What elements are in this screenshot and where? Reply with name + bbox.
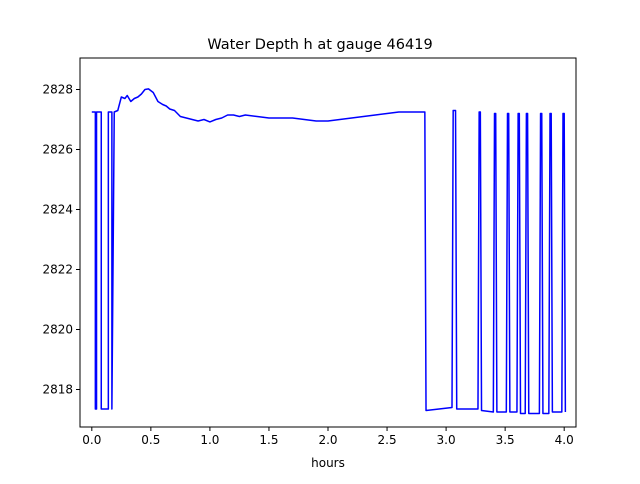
x-axis-label: hours	[311, 456, 345, 470]
y-tick-label: 2828	[42, 83, 73, 97]
x-tick-label: 1.0	[200, 433, 219, 447]
series-line-0	[91, 88, 567, 415]
y-tick-label: 2824	[42, 203, 73, 217]
y-tick-label: 2826	[42, 143, 73, 157]
y-tick-label: 2822	[42, 263, 73, 277]
x-tick-label: 0.5	[141, 433, 160, 447]
x-tick-label: 1.5	[259, 433, 278, 447]
chart-title: Water Depth h at gauge 46419	[207, 37, 432, 53]
x-tick-label: 2.5	[378, 433, 397, 447]
x-tick-label: 3.5	[496, 433, 515, 447]
x-tick-label: 0.0	[82, 433, 101, 447]
y-tick-label: 2820	[42, 323, 73, 337]
x-tick-label: 2.0	[318, 433, 337, 447]
plot-area: 0.0 0.5 1.0 1.5 2.0 2.5 3.0 3.5 4.0 2818 2820 2822 2…	[42, 57, 577, 447]
y-tick-label: 2818	[42, 383, 73, 397]
x-tick-label: 4.0	[555, 433, 574, 447]
x-tick-label: 3.0	[437, 433, 456, 447]
